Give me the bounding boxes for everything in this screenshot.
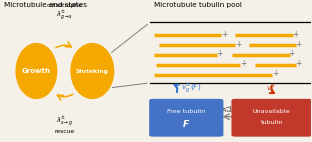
Text: Microtubule tubulin pool: Microtubule tubulin pool — [154, 2, 242, 8]
Text: Free tubulin: Free tubulin — [167, 109, 206, 114]
Text: +: + — [292, 30, 298, 39]
Text: $\lambda^{\pm}_{g \rightarrow s}$: $\lambda^{\pm}_{g \rightarrow s}$ — [56, 9, 73, 22]
FancyBboxPatch shape — [149, 99, 223, 137]
Text: $v_s^{\pm}$: $v_s^{\pm}$ — [266, 82, 276, 95]
Text: +: + — [295, 39, 301, 49]
Text: $v_g^{\pm}(F)$: $v_g^{\pm}(F)$ — [181, 82, 201, 95]
Text: tubulin: tubulin — [260, 120, 283, 125]
Text: catastrophe: catastrophe — [46, 3, 82, 8]
Text: +: + — [235, 39, 241, 49]
Text: +: + — [221, 30, 227, 39]
FancyArrowPatch shape — [270, 86, 274, 93]
Ellipse shape — [70, 43, 114, 99]
Text: Unavailable: Unavailable — [253, 109, 290, 114]
Ellipse shape — [16, 43, 57, 99]
Text: Growth: Growth — [22, 68, 51, 74]
Text: +: + — [216, 49, 222, 58]
Text: +: + — [240, 59, 246, 68]
FancyBboxPatch shape — [232, 99, 312, 137]
Text: $\tau_{tub}^{-1}$: $\tau_{tub}^{-1}$ — [221, 104, 234, 115]
Text: Microtubule end states: Microtubule end states — [4, 2, 87, 8]
Text: $\boldsymbol{F}$: $\boldsymbol{F}$ — [183, 118, 190, 129]
Text: +: + — [295, 59, 301, 68]
Text: $\lambda^{\pm}_{s \rightarrow g}$: $\lambda^{\pm}_{s \rightarrow g}$ — [56, 114, 73, 128]
Text: Shrinking: Shrinking — [76, 68, 109, 74]
Text: rescue: rescue — [54, 129, 75, 134]
Text: +: + — [289, 49, 295, 58]
Text: +: + — [272, 69, 279, 78]
FancyArrowPatch shape — [175, 85, 179, 92]
